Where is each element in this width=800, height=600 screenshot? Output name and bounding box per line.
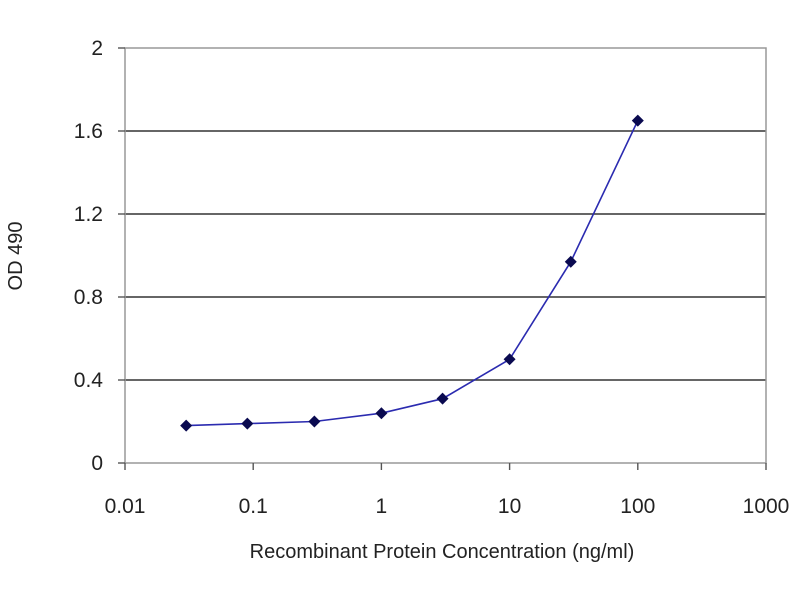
- y-tick-label-3: 1.2: [74, 203, 103, 226]
- data-point-0-3: [375, 407, 388, 420]
- data-point-0-2: [308, 415, 321, 428]
- y-tick-label-4: 1.6: [74, 120, 103, 143]
- axis-ticks: [118, 47, 767, 470]
- data-point-0-4: [436, 392, 449, 405]
- y-axis-tick-labels: 0 0.4 0.8 1.2 1.6 2: [74, 37, 104, 475]
- x-tick-label-4: 100: [620, 495, 655, 518]
- x-tick-label-0: 0.01: [105, 495, 146, 518]
- data-series: [180, 114, 644, 432]
- y-tick-label-1: 0.4: [74, 369, 104, 392]
- y-tick-label-2: 0.8: [74, 286, 103, 309]
- y-tick-label-0: 0: [91, 452, 103, 475]
- x-tick-label-3: 10: [498, 495, 521, 518]
- x-tick-label-2: 1: [376, 495, 388, 518]
- gridlines: [125, 130, 766, 381]
- data-point-0-1: [241, 417, 254, 430]
- series-line-0: [186, 120, 639, 427]
- data-point-0-6: [564, 255, 577, 268]
- y-axis-title: OD 490: [5, 222, 27, 291]
- x-tick-label-5: 1000: [743, 495, 790, 518]
- x-axis-tick-labels: 0.01 0.1 1 10 100 1000: [105, 495, 790, 518]
- data-point-0-0: [180, 419, 193, 432]
- data-point-0-5: [503, 353, 516, 366]
- x-tick-label-1: 0.1: [239, 495, 268, 518]
- y-tick-label-5: 2: [91, 37, 103, 60]
- x-axis-title: Recombinant Protein Concentration (ng/ml…: [250, 541, 635, 563]
- plot-area-border: [124, 47, 767, 464]
- data-point-0-7: [631, 114, 644, 127]
